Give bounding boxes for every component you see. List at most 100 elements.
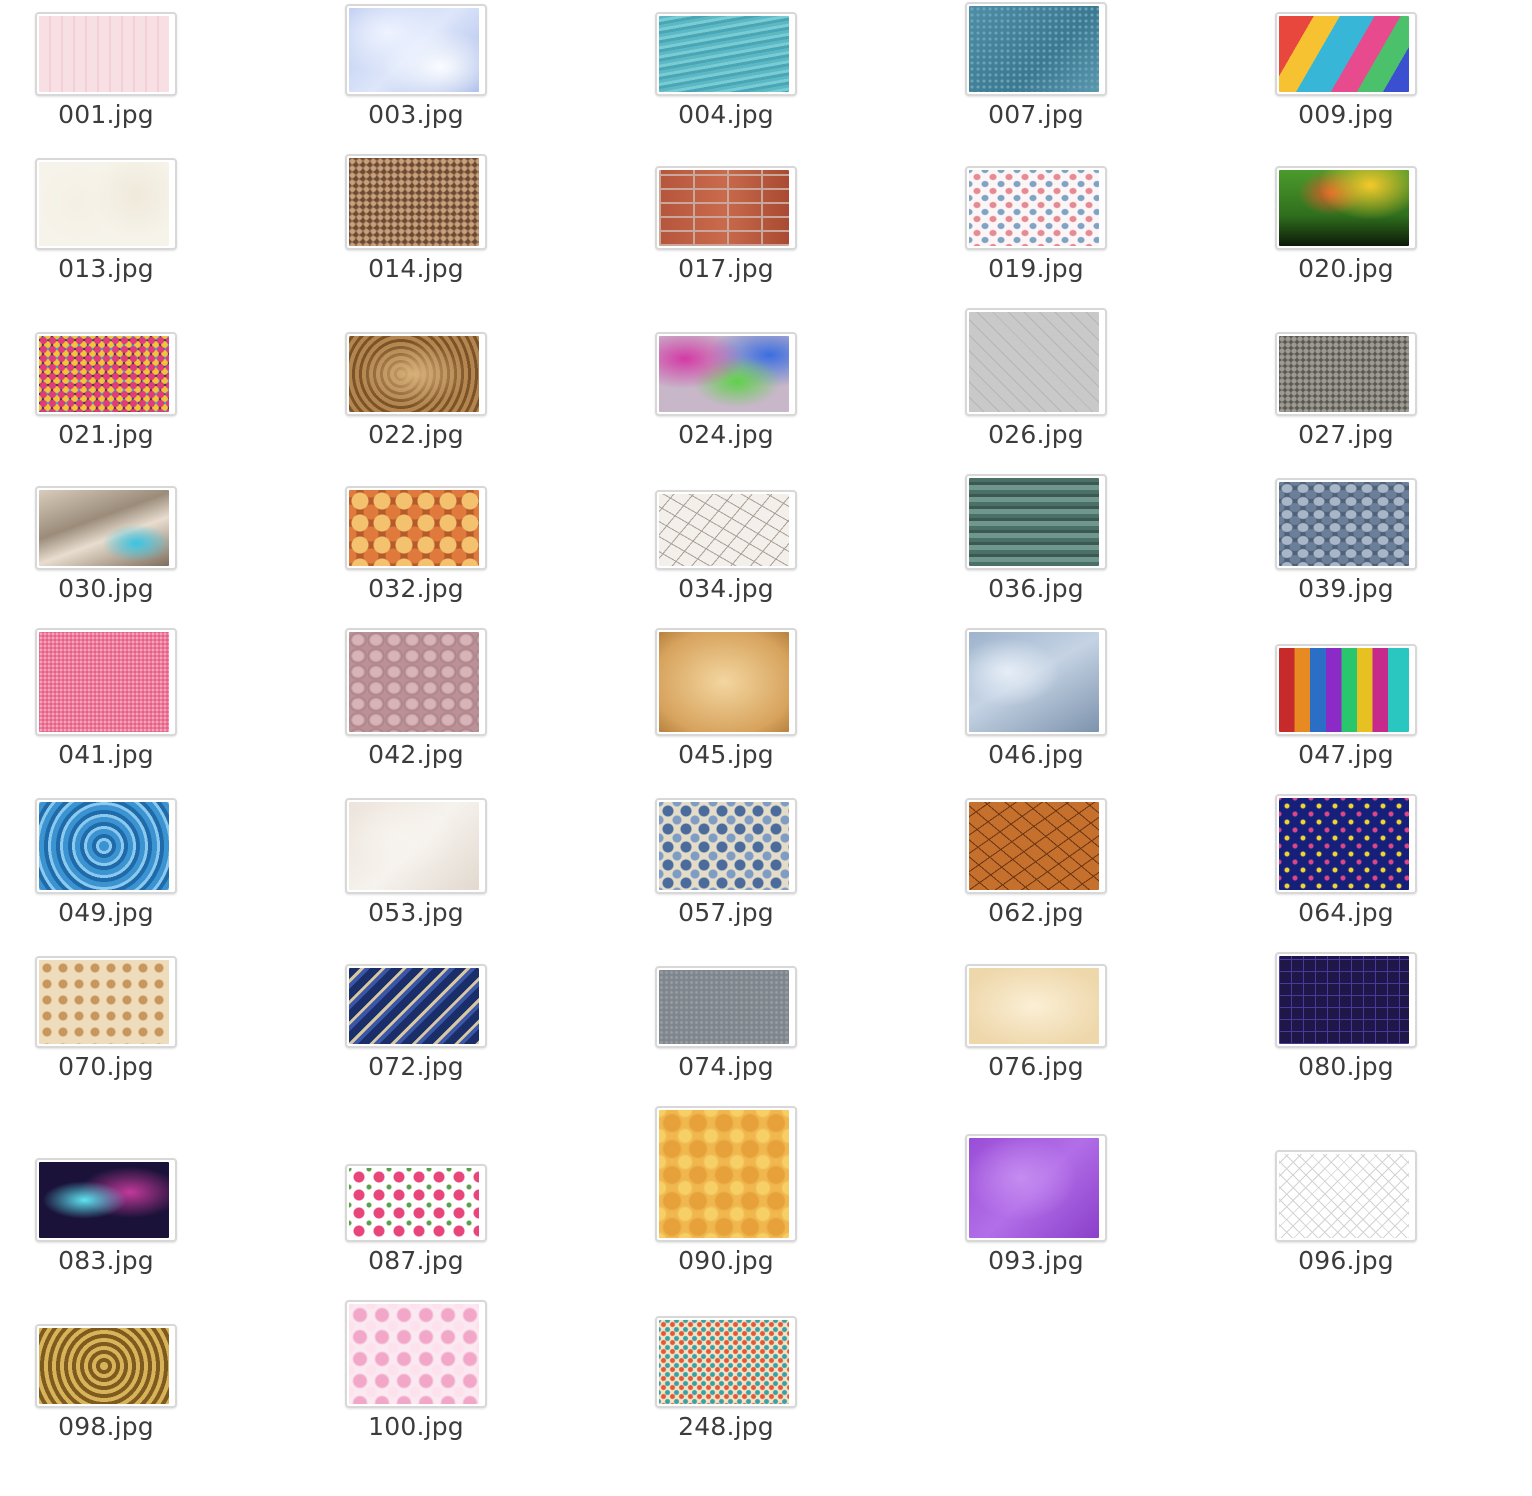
thumbnail-frame[interactable]	[345, 4, 487, 96]
file-name: 032.jpg	[368, 574, 464, 603]
multicolor-watercolor-thumbnail	[659, 336, 789, 412]
thumbnail-frame[interactable]	[345, 964, 487, 1048]
thumbnail-frame[interactable]	[345, 332, 487, 416]
file-item[interactable]: 046.jpg	[926, 628, 1146, 769]
thumbnail-frame[interactable]	[35, 628, 177, 736]
thumbnail-frame[interactable]	[965, 308, 1107, 416]
file-item[interactable]: 041.jpg	[0, 628, 216, 769]
thumbnail-frame[interactable]	[965, 474, 1107, 570]
file-item[interactable]: 042.jpg	[306, 628, 526, 769]
file-item[interactable]: 030.jpg	[0, 486, 216, 603]
thumbnail-frame[interactable]	[1275, 12, 1417, 96]
thumbnail-frame[interactable]	[965, 964, 1107, 1048]
thumbnail-frame[interactable]	[1275, 478, 1417, 570]
thumbnail-frame[interactable]	[345, 798, 487, 894]
file-item[interactable]: 026.jpg	[926, 308, 1146, 449]
thumbnail-frame[interactable]	[1275, 332, 1417, 416]
thumbnail-frame[interactable]	[1275, 1150, 1417, 1242]
file-item[interactable]: 087.jpg	[306, 1164, 526, 1275]
thumbnail-frame[interactable]	[655, 628, 797, 736]
file-item[interactable]: 009.jpg	[1236, 12, 1456, 129]
file-item[interactable]: 020.jpg	[1236, 166, 1456, 283]
thumbnail-frame[interactable]	[35, 12, 177, 96]
thumbnail-frame[interactable]	[35, 798, 177, 894]
file-item[interactable]: 032.jpg	[306, 486, 526, 603]
file-name: 039.jpg	[1298, 574, 1394, 603]
file-item[interactable]: 014.jpg	[306, 154, 526, 283]
file-item[interactable]: 003.jpg	[306, 4, 526, 129]
file-item[interactable]: 021.jpg	[0, 332, 216, 449]
thumbnail-frame[interactable]	[965, 798, 1107, 894]
file-name: 053.jpg	[368, 898, 464, 927]
thumbnail-frame[interactable]	[655, 1316, 797, 1408]
file-item[interactable]: 248.jpg	[616, 1316, 836, 1441]
file-item[interactable]: 093.jpg	[926, 1134, 1146, 1275]
thumbnail-frame[interactable]	[35, 332, 177, 416]
file-item[interactable]: 034.jpg	[616, 490, 836, 603]
thumbnail-frame[interactable]	[1275, 166, 1417, 250]
file-item[interactable]: 024.jpg	[616, 332, 836, 449]
file-item[interactable]: 047.jpg	[1236, 644, 1456, 769]
file-item[interactable]: 072.jpg	[306, 964, 526, 1081]
file-item[interactable]: 083.jpg	[0, 1158, 216, 1275]
file-item[interactable]: 017.jpg	[616, 166, 836, 283]
thumbnail-frame[interactable]	[655, 490, 797, 570]
file-item[interactable]: 057.jpg	[616, 798, 836, 927]
file-item[interactable]: 090.jpg	[616, 1106, 836, 1275]
thumbnail-frame[interactable]	[35, 1324, 177, 1408]
thumbnail-frame[interactable]	[655, 166, 797, 250]
file-name: 062.jpg	[988, 898, 1084, 927]
file-name: 030.jpg	[58, 574, 154, 603]
thumbnail-frame[interactable]	[1275, 952, 1417, 1048]
file-item[interactable]: 036.jpg	[926, 474, 1146, 603]
blue-vintage-floral-thumbnail	[659, 802, 789, 890]
file-item[interactable]: 080.jpg	[1236, 952, 1456, 1081]
file-item[interactable]: 019.jpg	[926, 166, 1146, 283]
file-item[interactable]: 096.jpg	[1236, 1150, 1456, 1275]
file-item[interactable]: 001.jpg	[0, 12, 216, 129]
file-name: 045.jpg	[678, 740, 774, 769]
thumbnail-frame[interactable]	[345, 1164, 487, 1242]
thumbnail-frame[interactable]	[655, 12, 797, 96]
thumbnail-frame[interactable]	[965, 2, 1107, 96]
thumbnail-frame[interactable]	[965, 628, 1107, 736]
file-item[interactable]: 100.jpg	[306, 1300, 526, 1441]
thumbnail-frame[interactable]	[35, 486, 177, 570]
thumbnail-frame[interactable]	[1275, 644, 1417, 736]
file-item[interactable]: 098.jpg	[0, 1324, 216, 1441]
thumbnail-frame[interactable]	[345, 1300, 487, 1408]
thumbnail-frame[interactable]	[345, 628, 487, 736]
file-item[interactable]: 076.jpg	[926, 964, 1146, 1081]
file-item[interactable]: 027.jpg	[1236, 332, 1456, 449]
thumbnail-frame[interactable]	[655, 798, 797, 894]
file-item[interactable]: 049.jpg	[0, 798, 216, 927]
file-item[interactable]: 070.jpg	[0, 956, 216, 1081]
thumbnail-frame[interactable]	[1275, 794, 1417, 894]
thumbnail-frame[interactable]	[35, 1158, 177, 1242]
thumbnail-frame[interactable]	[655, 332, 797, 416]
thumbnail-frame[interactable]	[965, 166, 1107, 250]
file-name: 042.jpg	[368, 740, 464, 769]
file-item[interactable]: 022.jpg	[306, 332, 526, 449]
thumbnail-frame[interactable]	[35, 956, 177, 1048]
thumbnail-frame[interactable]	[345, 154, 487, 250]
mauve-hammered-metal-thumbnail	[349, 632, 479, 732]
file-item[interactable]: 064.jpg	[1236, 794, 1456, 927]
file-name: 003.jpg	[368, 100, 464, 129]
file-item[interactable]: 039.jpg	[1236, 478, 1456, 603]
file-name: 080.jpg	[1298, 1052, 1394, 1081]
thumbnail-frame[interactable]	[345, 486, 487, 570]
thumbnail-frame[interactable]	[655, 966, 797, 1048]
file-item[interactable]: 013.jpg	[0, 158, 216, 283]
file-name: 022.jpg	[368, 420, 464, 449]
file-item[interactable]: 045.jpg	[616, 628, 836, 769]
thumbnail-frame[interactable]	[965, 1134, 1107, 1242]
file-item[interactable]: 074.jpg	[616, 966, 836, 1081]
thumbnail-frame[interactable]	[35, 158, 177, 250]
file-item[interactable]: 007.jpg	[926, 2, 1146, 129]
file-item[interactable]: 004.jpg	[616, 12, 836, 129]
file-name: 090.jpg	[678, 1246, 774, 1275]
file-item[interactable]: 062.jpg	[926, 798, 1146, 927]
file-item[interactable]: 053.jpg	[306, 798, 526, 927]
thumbnail-frame[interactable]	[655, 1106, 797, 1242]
